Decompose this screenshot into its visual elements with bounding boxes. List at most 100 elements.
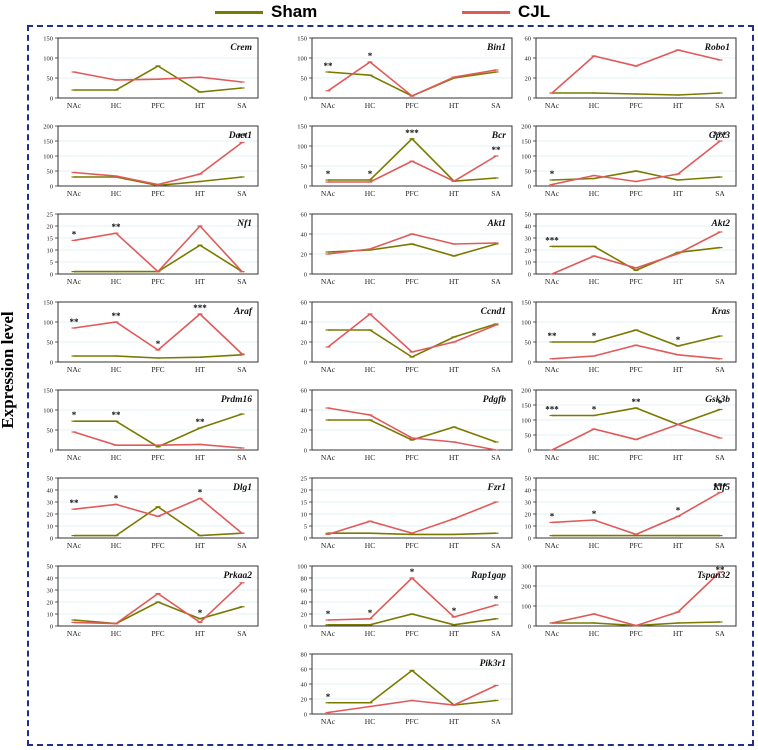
ytick-label-rap1gap-1: 20 — [301, 612, 308, 619]
ytick-label-prkaa2-3: 30 — [47, 588, 54, 595]
xtick-label-tspan32-1: HC — [589, 629, 599, 638]
ytick-label-akt1-1: 20 — [301, 252, 308, 259]
ytick-label-tspan32-2: 200 — [521, 584, 531, 591]
xtick-label-pik3r1-1: HC — [365, 717, 375, 726]
xtick-label-prkaa2-1: HC — [111, 629, 121, 638]
xtick-label-tspan32-4: SA — [715, 629, 725, 638]
chart-rap1gap: 0 20 40 60 80 100 NAc HC PFC HT SA * * * * * Rap1gap — [297, 564, 513, 638]
xtick-label-klf5-0: NAc — [545, 541, 560, 550]
xtick-label-ccnd1-0: NAc — [321, 365, 336, 374]
xtick-label-dlg1-0: NAc — [67, 541, 82, 550]
ytick-label-dact1-2: 100 — [43, 154, 53, 161]
xtick-label-crem-0: NAc — [67, 101, 82, 110]
series-line-kras-cjl — [551, 344, 721, 360]
chart-akt2: 0 10 20 30 40 50 NAc HC PFC HT SA *** Akt2 — [525, 212, 737, 286]
ytick-label-dlg1-1: 10 — [47, 524, 54, 531]
ytick-label-pdgfb-1: 20 — [301, 428, 308, 435]
xtick-label-robo1-2: PFC — [629, 101, 642, 110]
xtick-label-fzr1-2: PFC — [405, 541, 418, 550]
xtick-label-gsk3b-1: HC — [589, 453, 599, 462]
ytick-label-kras-0: 0 — [528, 360, 531, 367]
ytick-label-araf-3: 150 — [43, 300, 53, 307]
series-line-fzr1-cjl — [327, 501, 497, 536]
chart-title-ccnd1: Ccnd1 — [481, 307, 506, 317]
ytick-label-gsk3b-1: 50 — [525, 433, 532, 440]
ytick-label-crem-0: 0 — [50, 96, 53, 103]
chart-robo1: 0 20 40 60 NAc HC PFC HT SA Robo1 — [525, 36, 737, 110]
xtick-label-crem-3: HT — [195, 101, 205, 110]
series-line-prkaa2-sham — [73, 601, 243, 625]
ytick-label-crem-3: 150 — [43, 36, 53, 43]
annotation-prdm16-0: * — [72, 410, 77, 420]
xtick-label-akt1-3: HT — [449, 277, 459, 286]
xtick-label-akt2-0: NAc — [545, 277, 560, 286]
annotation-rap1gap-0: * — [326, 609, 331, 619]
xtick-label-araf-0: NAc — [67, 365, 82, 374]
xtick-label-bcr-4: SA — [491, 189, 501, 198]
xtick-label-pik3r1-4: SA — [491, 717, 501, 726]
annotation-gpx3-0: * — [550, 169, 555, 179]
series-line-nf1-cjl — [73, 224, 243, 273]
ytick-label-akt2-5: 50 — [525, 212, 532, 219]
xtick-label-gsk3b-4: SA — [715, 453, 725, 462]
xtick-label-dact1-4: SA — [237, 189, 247, 198]
figure-frame — [27, 25, 754, 746]
ytick-label-robo1-1: 20 — [525, 76, 532, 83]
legend-label-sham: Sham — [271, 2, 318, 21]
ytick-label-nf1-3: 15 — [47, 236, 54, 243]
xtick-label-bin1-0: NAc — [321, 101, 336, 110]
ytick-label-gpx3-4: 200 — [521, 124, 531, 131]
plot-area-kras — [535, 301, 737, 363]
ytick-label-klf5-5: 50 — [525, 476, 532, 483]
ytick-label-fzr1-1: 5 — [304, 524, 307, 531]
xtick-label-prkaa2-0: NAc — [67, 629, 82, 638]
chart-title-nf1: Nf1 — [236, 219, 252, 229]
ytick-label-fzr1-3: 15 — [301, 500, 308, 507]
annotation-nf1-0: * — [72, 229, 77, 239]
xtick-label-prdm16-0: NAc — [67, 453, 82, 462]
xtick-label-bin1-4: SA — [491, 101, 501, 110]
ytick-label-akt2-0: 0 — [528, 272, 531, 279]
xtick-label-crem-4: SA — [237, 101, 247, 110]
annotation-araf-0: ** — [70, 317, 80, 327]
xtick-label-rap1gap-3: HT — [449, 629, 459, 638]
plot-area-dlg1 — [57, 477, 259, 539]
annotation-araf-3: *** — [193, 303, 207, 313]
xtick-label-pdgfb-3: HT — [449, 453, 459, 462]
ytick-label-ccnd1-2: 40 — [301, 320, 308, 327]
series-line-dact1-cjl — [73, 141, 243, 186]
ytick-label-gpx3-0: 0 — [528, 184, 531, 191]
annotation-klf5-1: * — [592, 509, 597, 519]
xtick-label-rap1gap-4: SA — [491, 629, 501, 638]
ytick-label-nf1-2: 10 — [47, 248, 54, 255]
annotation-gsk3b-2: ** — [632, 397, 642, 407]
xtick-label-akt1-1: HC — [365, 277, 375, 286]
chart-title-gsk3b: Gsk3b — [705, 395, 730, 405]
ytick-label-robo1-3: 60 — [525, 36, 532, 43]
ytick-label-tspan32-0: 0 — [528, 624, 531, 631]
chart-title-pik3r1: Pik3r1 — [480, 659, 506, 669]
ytick-label-robo1-2: 40 — [525, 56, 532, 63]
series-line-bcr-sham — [328, 137, 497, 183]
chart-title-dact1: Dact1 — [228, 131, 252, 141]
plot-area-robo1 — [535, 37, 737, 99]
ytick-label-bcr-1: 50 — [301, 164, 308, 171]
series-line-kras-sham — [552, 329, 721, 347]
chart-pik3r1: 0 20 40 60 80 NAc HC PFC HT SA * Pik3r1 — [301, 652, 513, 726]
annotation-gsk3b-0: *** — [545, 405, 559, 415]
ytick-label-pik3r1-0: 0 — [304, 712, 307, 719]
ytick-label-gsk3b-3: 150 — [521, 403, 531, 410]
plot-area-pdgfb — [311, 389, 513, 451]
xtick-label-pdgfb-1: HC — [365, 453, 375, 462]
ytick-label-akt2-1: 10 — [525, 260, 532, 267]
ytick-label-akt1-2: 40 — [301, 232, 308, 239]
ytick-label-akt2-4: 40 — [525, 224, 532, 231]
xtick-label-gpx3-3: HT — [673, 189, 683, 198]
legend: Sham CJL — [0, 0, 758, 26]
ytick-label-fzr1-4: 20 — [301, 488, 308, 495]
